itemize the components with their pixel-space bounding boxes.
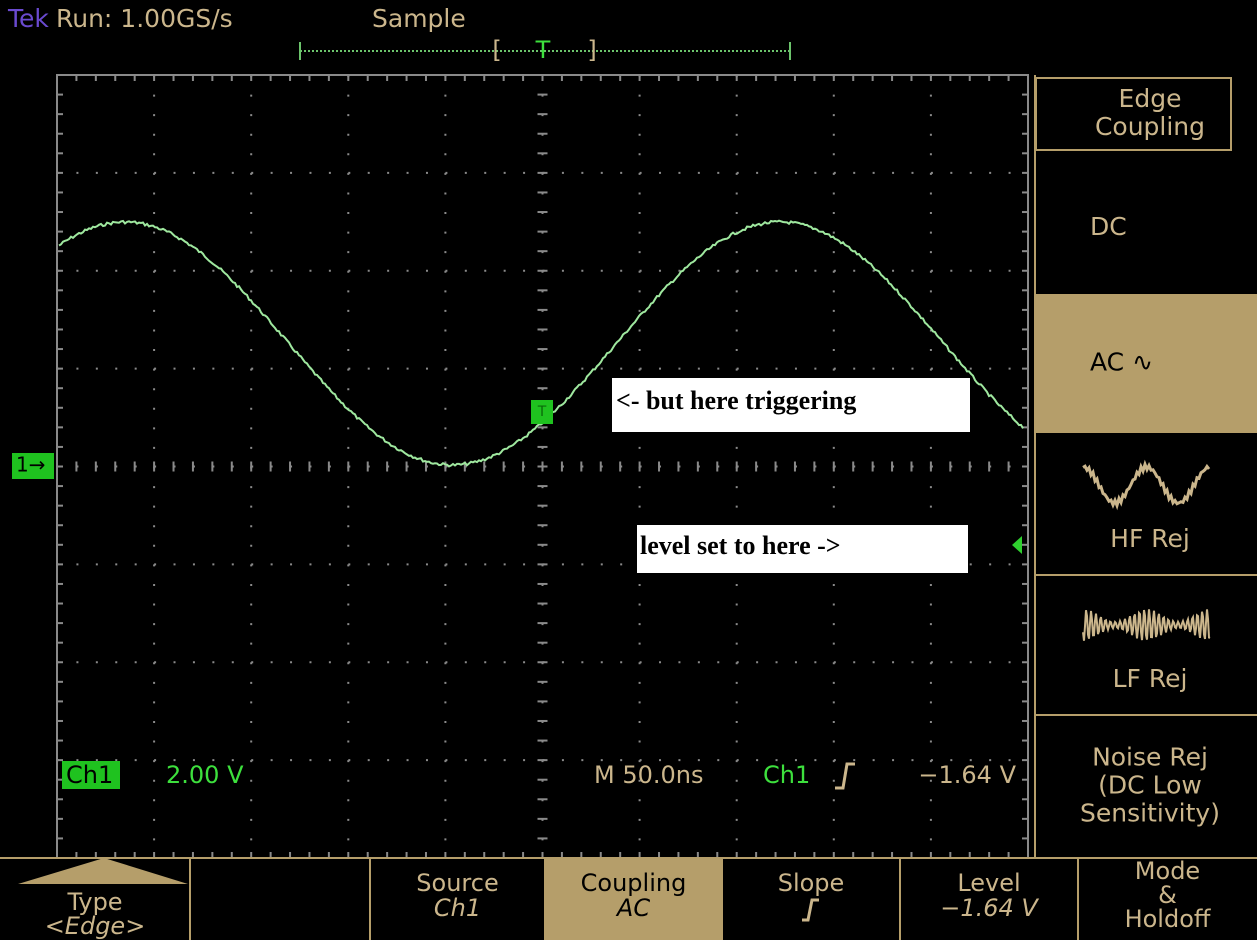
trigger-level: −1.64 V	[918, 761, 1016, 789]
menu-button-label: Slope	[778, 869, 845, 897]
menu-option-label: DC	[1090, 212, 1127, 241]
menu-option-label: Sensitivity)	[1080, 799, 1220, 828]
vertical-scale: 2.00 V	[166, 761, 244, 789]
menu-button-label: Mode	[1135, 857, 1200, 885]
waveform	[58, 219, 1024, 468]
lf-icon	[1082, 609, 1211, 641]
menu-button-label: Holdoff	[1125, 905, 1211, 933]
channel-readout-bg	[62, 761, 120, 789]
menu-button-value: Ch1	[434, 894, 481, 922]
menu-option-label: LF Rej	[1113, 664, 1188, 693]
channel-marker-bg	[12, 453, 54, 479]
menu-option-label: HF Rej	[1110, 524, 1190, 553]
annotation-box	[637, 525, 968, 573]
channel-marker: 1→	[16, 453, 45, 477]
annotation: level set to here ->	[640, 531, 841, 560]
hf-icon	[1082, 459, 1211, 511]
run-status: Run: 1.00GS/s	[56, 4, 233, 33]
trigger-marker: T	[537, 404, 547, 420]
menu-title: Edge	[1119, 84, 1182, 113]
slope-icon	[835, 762, 855, 790]
channel-readout: Ch1	[66, 761, 113, 789]
menu-option-label: AC ∿	[1090, 348, 1153, 377]
record-position: [ ]	[299, 36, 791, 64]
svg-text:[: [	[492, 36, 501, 64]
menu-button-label: Type	[66, 888, 122, 916]
timebase: M 50.0ns	[594, 761, 704, 789]
menu-option-selected	[1035, 295, 1257, 432]
graticule	[56, 74, 1029, 859]
annotation: <- but here triggering	[616, 386, 856, 415]
menu-button-selected	[546, 859, 721, 940]
menu-button-label: Coupling	[581, 869, 687, 897]
menu-option-label: Noise Rej	[1092, 743, 1208, 772]
trigger-marker-bg	[531, 400, 553, 424]
menu-button-value: <Edge>	[45, 912, 146, 940]
popup-indicator	[18, 858, 188, 884]
menu-option-label: (DC Low	[1098, 771, 1202, 800]
brand: Tek	[7, 4, 49, 33]
menu-button-label: Level	[957, 869, 1020, 897]
menu-title-box	[1035, 77, 1232, 151]
menu-button-value: −1.64 V	[940, 894, 1039, 922]
trigger-source: Ch1	[763, 761, 810, 789]
menu-title: Coupling	[1095, 112, 1205, 141]
acquisition-mode: Sample	[372, 4, 466, 33]
menu-button-label: &	[1158, 881, 1177, 909]
trigger-position: T	[535, 36, 551, 64]
trigger-level-marker	[1012, 536, 1022, 554]
menu-button-label: Source	[416, 869, 498, 897]
svg-text:]: ]	[587, 36, 596, 64]
annotation-box	[612, 378, 970, 432]
slope-icon	[802, 898, 819, 922]
menu-button-value: AC	[615, 894, 650, 922]
